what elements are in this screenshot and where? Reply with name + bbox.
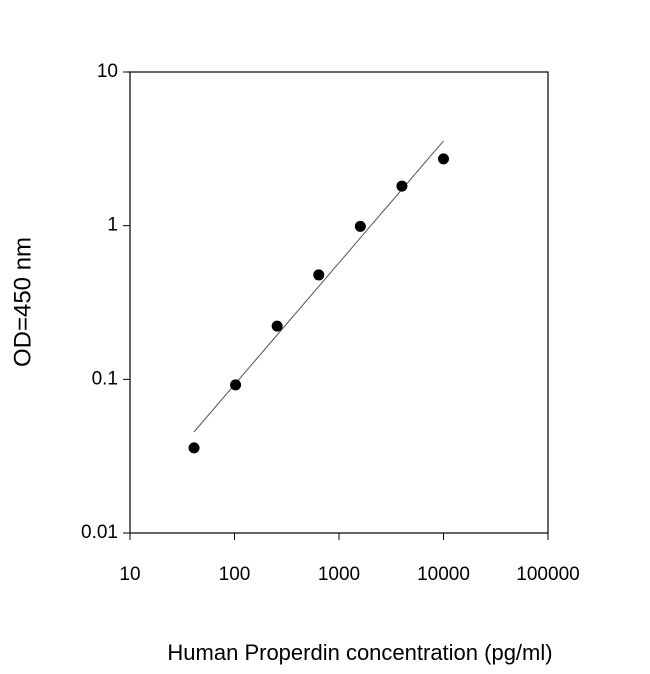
x-tick-label: 1000 xyxy=(318,564,360,585)
x-tick-label: 10 xyxy=(119,564,140,585)
data-point xyxy=(438,153,449,165)
x-axis-label: Human Properdin concentration (pg/ml) xyxy=(167,640,552,665)
data-point xyxy=(230,379,242,391)
y-tick-label: 0.1 xyxy=(92,368,118,389)
y-axis-label: OD=450 nm xyxy=(9,237,36,367)
x-tick-label: 10000 xyxy=(417,564,470,585)
x-tick-label: 100000 xyxy=(516,564,579,585)
data-point xyxy=(396,180,408,192)
data-point xyxy=(354,220,366,232)
x-tick-label: 100 xyxy=(219,564,251,585)
data-point xyxy=(313,269,325,281)
data-point xyxy=(271,320,283,332)
y-tick-label: 0.01 xyxy=(81,522,118,543)
y-tick-label: 10 xyxy=(97,61,118,82)
plot-frame xyxy=(129,71,549,534)
data-point xyxy=(188,442,200,454)
y-tick-label: 1 xyxy=(107,215,118,236)
